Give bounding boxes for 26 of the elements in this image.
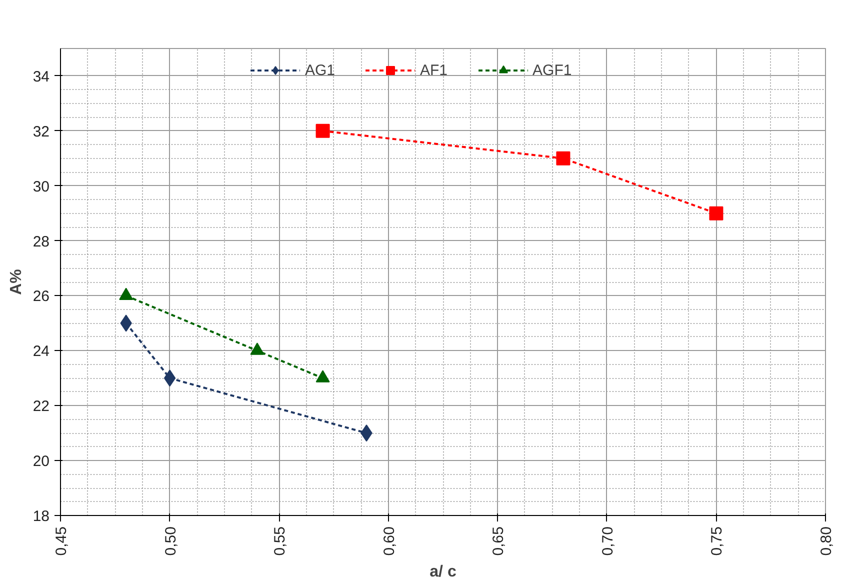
x-tick-label: 0,80 [818, 526, 835, 556]
x-tick-label: 0,65 [490, 526, 508, 556]
y-tick-label: 24 [32, 343, 50, 360]
y-tick-label: 20 [32, 453, 50, 470]
y-tick-label: 34 [32, 68, 50, 86]
y-axis-title: A% [8, 269, 25, 295]
y-tick-label: 32 [32, 123, 50, 140]
point [316, 124, 330, 138]
x-tick-label: 0,60 [380, 526, 398, 556]
y-tick-label: 30 [32, 178, 50, 196]
point [164, 370, 176, 387]
legend-label: AGF1 [532, 62, 572, 78]
x-tick-label: 0,45 [53, 526, 70, 556]
x-tick-label: 0,70 [599, 526, 616, 556]
legend-label: AF1 [420, 62, 448, 78]
y-tick-label: 28 [32, 233, 50, 250]
legend-label: AG1 [305, 62, 336, 78]
x-tick-label: 0,75 [708, 526, 726, 556]
x-tick-label: 0,50 [162, 526, 180, 556]
y-tick-label: 18 [32, 508, 50, 525]
x-axis-title: a/ c [430, 564, 456, 581]
y-tick-label: 26 [32, 288, 50, 306]
x-tick-label: 0,55 [272, 526, 289, 556]
point [556, 151, 570, 166]
point [709, 206, 724, 220]
y-tick-label: 22 [32, 398, 50, 416]
